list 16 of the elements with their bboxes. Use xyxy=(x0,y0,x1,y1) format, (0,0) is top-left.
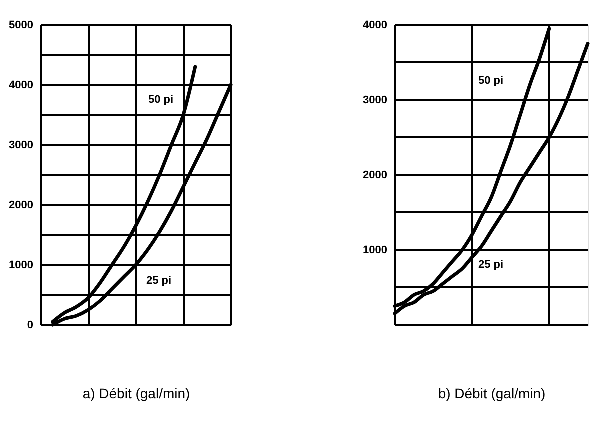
y-tick-label: 1000 xyxy=(9,260,34,272)
y-tick-label: 2000 xyxy=(363,170,388,182)
text: 50 pi xyxy=(478,75,504,87)
x-axis-title: a) Débit (gal/min) xyxy=(82,386,190,402)
y-tick-label: 1000 xyxy=(363,244,388,256)
x-axis-title: b) Débit (gal/min) xyxy=(438,386,546,402)
y-tick-label: 3000 xyxy=(9,140,34,152)
y-tick-label: 5000 xyxy=(9,20,34,32)
y-tick-label: 0 xyxy=(27,320,34,332)
series-label: 50 pi xyxy=(148,94,174,106)
y-tick-label: 4000 xyxy=(9,80,34,92)
y-tick-label: 4000 xyxy=(363,20,388,32)
series-label: 25 pi xyxy=(146,275,172,287)
y-tick-label: 3000 xyxy=(363,94,388,106)
series-label: 25 pi xyxy=(478,259,504,271)
y-tick-label: 2000 xyxy=(9,200,34,212)
